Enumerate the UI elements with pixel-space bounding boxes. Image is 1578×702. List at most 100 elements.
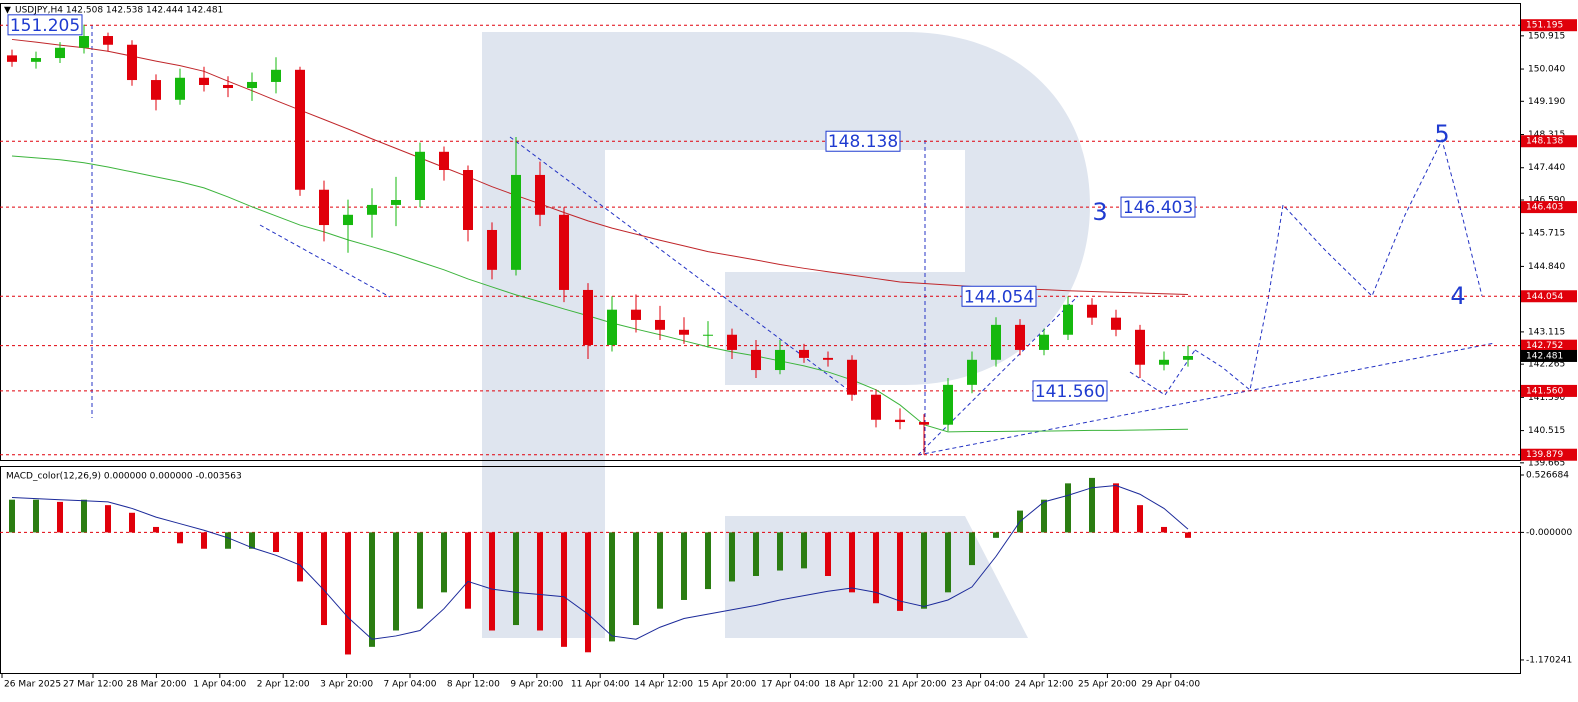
x-tick-label: 9 Apr 20:00: [510, 680, 563, 690]
macd-bar: [105, 505, 111, 533]
signal-line: [11, 485, 1189, 640]
candle-body: [511, 174, 521, 270]
x-tick-label: 23 Apr 04:00: [951, 680, 1010, 690]
candle-body: [607, 309, 617, 345]
macd-bar: [201, 532, 207, 549]
candle-body: [439, 151, 449, 171]
x-tick-label: 26 Mar 2025: [4, 680, 61, 690]
macd-bar: [633, 532, 639, 626]
candle-body: [487, 229, 497, 270]
macd-bar: [1185, 532, 1191, 538]
macd-bar: [489, 532, 495, 631]
level-label: 142.752: [1526, 341, 1563, 351]
macd-bar: [129, 512, 135, 533]
candle-body: [1183, 355, 1193, 360]
macd-bar: [273, 532, 279, 553]
moving-average: [11, 155, 1189, 433]
y-tick-label: 141.390: [1528, 393, 1565, 403]
candle-body: [583, 289, 593, 345]
y-tick-label: 150.040: [1528, 65, 1565, 75]
candle-body: [535, 174, 545, 215]
macd-bar: [681, 532, 687, 600]
candle-body: [199, 77, 209, 85]
candle-body: [367, 204, 377, 215]
candle-body: [223, 84, 233, 89]
candle-body: [271, 69, 281, 82]
macd-bar: [729, 532, 735, 582]
annotation-box: [825, 130, 901, 152]
drawings: [91, 25, 1496, 456]
macd-bar: [1065, 483, 1071, 533]
macd-bar: [945, 532, 951, 593]
macd-bar: [465, 532, 471, 609]
wave-label: 3: [1092, 198, 1107, 226]
macd-bar: [561, 532, 567, 647]
y-tick-label: 145.715: [1528, 229, 1565, 239]
candle-body: [391, 199, 401, 205]
annotation-box: [1120, 196, 1196, 218]
candle-body: [1063, 304, 1073, 335]
annotation-label: 144.054: [964, 287, 1034, 307]
macd-bar: [537, 532, 543, 631]
candle-body: [103, 36, 113, 45]
level-label: 139.879: [1526, 450, 1563, 460]
trend-line: [259, 224, 391, 298]
level-label: 146.403: [1526, 203, 1563, 213]
x-tick-label: 25 Apr 20:00: [1078, 680, 1137, 690]
candle-body: [775, 349, 785, 371]
x-tick-label: 18 Apr 12:00: [824, 680, 883, 690]
candle-body: [415, 151, 425, 200]
level-tag: [1521, 19, 1577, 32]
level-label: 141.560: [1526, 386, 1563, 396]
price-annotation: 141.560: [1032, 380, 1108, 402]
x-tick-label: 2 Apr 12:00: [257, 680, 310, 690]
level-tag: [1521, 384, 1577, 397]
main-panel-frame: [0, 3, 1521, 461]
macd-bar: [249, 532, 255, 549]
candle-body: [247, 81, 257, 89]
chart-title: USDJPY,H4 142.508 142.538 142.444 142.48…: [15, 6, 223, 16]
macd-bar: [1137, 505, 1143, 533]
x-tick-label: 1 Apr 04:00: [193, 680, 246, 690]
candle-body: [991, 324, 1001, 360]
candle-body: [175, 77, 185, 100]
macd-bar: [9, 499, 15, 533]
y-tick-label: 146.590: [1528, 195, 1565, 205]
macd-bar: [297, 532, 303, 582]
watermark-bowl: [482, 32, 1090, 638]
x-tick-label: 8 Apr 12:00: [447, 680, 500, 690]
candle-body: [823, 357, 833, 360]
macd-bar: [1089, 477, 1095, 533]
forecast-path: [1129, 349, 1196, 396]
candle-body: [943, 384, 953, 425]
macd-bar: [1113, 483, 1119, 533]
x-tick-label: 29 Apr 04:00: [1141, 680, 1200, 690]
y-tick-label: 150.915: [1528, 31, 1565, 41]
wave-label: 4: [1450, 282, 1465, 310]
candle-body: [343, 214, 353, 226]
level-label: 148.138: [1526, 137, 1563, 147]
annotation-label: 141.560: [1035, 382, 1105, 402]
level-label: 144.054: [1526, 292, 1563, 302]
candle-body: [319, 189, 329, 226]
macd-bar: [393, 532, 399, 631]
price-annotation: 144.054: [961, 285, 1037, 307]
macd-bar: [657, 532, 663, 609]
level-tag: [1521, 201, 1577, 214]
candle-body: [799, 349, 809, 358]
x-tick-label: 14 Apr 12:00: [634, 680, 693, 690]
price-annotation: 148.138: [825, 130, 901, 152]
candle-body: [847, 359, 857, 395]
level-label: 142.481: [1526, 351, 1563, 361]
candle-body: [703, 334, 713, 336]
candle-body: [1135, 329, 1145, 365]
macd-bar: [801, 532, 807, 569]
symbol-icon: ▼: [4, 6, 11, 16]
macd-bar: [1041, 499, 1047, 533]
x-tick-label: 15 Apr 20:00: [698, 680, 757, 690]
annotation-box: [7, 14, 83, 36]
macd-bar: [921, 532, 927, 609]
annotation-label: 148.138: [828, 132, 898, 152]
y-tick-label: 144.840: [1528, 262, 1565, 272]
macd-bar: [609, 532, 615, 642]
